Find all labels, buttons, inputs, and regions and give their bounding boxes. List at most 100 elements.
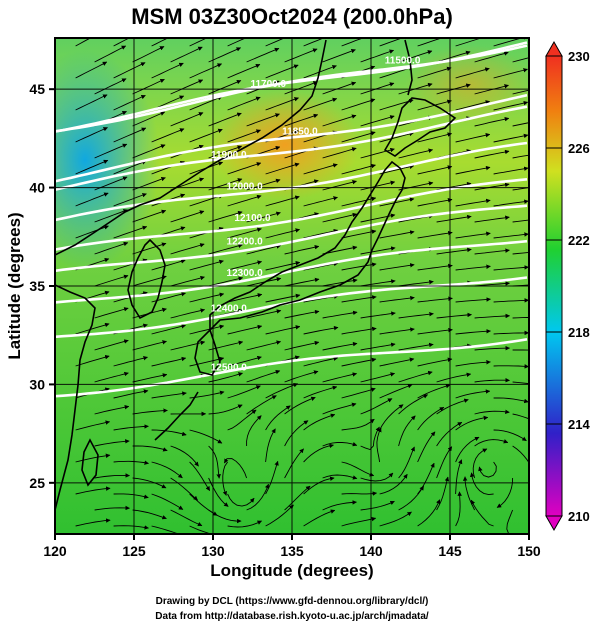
streamline-273 xyxy=(94,371,129,383)
streamline-309 xyxy=(474,409,510,415)
streamline-170 xyxy=(132,242,167,255)
x-tick-label-130: 130 xyxy=(201,543,225,559)
streamline-63 xyxy=(493,100,529,111)
streamline-397 xyxy=(341,516,377,527)
streamline-160 xyxy=(227,227,262,239)
streamline-332 xyxy=(360,426,380,451)
streamline-353 xyxy=(170,477,198,501)
streamline-138 xyxy=(379,197,415,207)
streamline-258 xyxy=(512,349,529,351)
streamline-16 xyxy=(208,47,242,63)
streamline-120 xyxy=(208,178,243,191)
streamline-157 xyxy=(113,225,148,239)
streamline-144 xyxy=(132,209,167,223)
coastline-sakhalin xyxy=(404,39,413,96)
streamline-279 xyxy=(322,372,358,383)
credit-data: Data from http://database.rish.kyoto-u.a… xyxy=(155,611,429,622)
streamline-342 xyxy=(222,461,228,496)
streamline-109 xyxy=(265,162,300,175)
coastline-japan-honshu xyxy=(209,160,406,332)
streamline-98 xyxy=(360,147,395,159)
streamline-6 xyxy=(303,38,325,47)
streamline-140 xyxy=(455,198,491,207)
streamline-302 xyxy=(208,404,243,415)
streamline-394 xyxy=(227,520,263,528)
y-axis-label: Latitude (degrees) xyxy=(5,212,24,359)
streamline-365 xyxy=(113,493,149,499)
colorbar-ticks: 210 214 218 222 226 230 xyxy=(546,49,590,524)
streamline-5 xyxy=(265,38,286,47)
streamline-336 xyxy=(512,445,529,464)
streamline-325 xyxy=(94,439,130,447)
streamline-211 xyxy=(189,292,225,303)
streamline-252 xyxy=(284,340,320,351)
streamline-276 xyxy=(208,372,243,383)
chart-title: MSM 03Z30Oct2024 (200.0hPa) xyxy=(131,4,453,29)
streamline-113 xyxy=(417,165,453,175)
streamline-385 xyxy=(398,485,424,511)
streamline-229 xyxy=(398,311,434,319)
streamline-75 xyxy=(474,116,510,127)
streamline-198 xyxy=(208,276,244,287)
streamline-293 xyxy=(341,387,376,399)
streamline-254 xyxy=(360,342,396,351)
colorbar-tick-label-210: 210 xyxy=(568,509,590,524)
streamline-315 xyxy=(189,429,223,444)
streamline-134 xyxy=(227,194,262,207)
streamline-352 xyxy=(132,477,167,489)
streamline-39 xyxy=(94,78,127,95)
colorbar-tick-label-230: 230 xyxy=(568,49,590,64)
streamline-92 xyxy=(132,144,166,159)
plot-area: 11500.0 11700.0 11850.0 11900.0 12000.0 12100… xyxy=(54,37,545,535)
grid xyxy=(55,38,529,534)
streamline-195 xyxy=(94,274,129,287)
warm-region xyxy=(210,90,360,200)
streamline-112 xyxy=(379,164,415,175)
streamline-66 xyxy=(132,111,166,127)
streamline-264 xyxy=(227,355,262,367)
streamline-126 xyxy=(436,181,472,191)
streamline-283 xyxy=(474,377,510,383)
contour-label-2: 11850.0 xyxy=(282,126,318,137)
streamline-127 xyxy=(474,182,510,191)
streamline-68 xyxy=(208,112,242,127)
streamline-333 xyxy=(398,415,416,447)
streamline-225 xyxy=(246,309,282,319)
streamline-104 xyxy=(75,159,109,175)
streamline-334 xyxy=(436,421,463,447)
streamline-260 xyxy=(75,354,110,367)
streamline-359 xyxy=(398,446,415,479)
streamline-329 xyxy=(246,415,262,446)
y-axis-ticks: 25 30 35 40 45 xyxy=(29,81,55,491)
streamline-40 xyxy=(132,78,165,95)
streamline-114 xyxy=(455,165,491,175)
streamline-349 xyxy=(478,461,497,478)
streamline-377 xyxy=(94,505,130,511)
streamline-150 xyxy=(360,213,396,223)
streamline-346 xyxy=(376,427,382,463)
streamline-79 xyxy=(113,127,147,143)
streamline-282 xyxy=(436,372,472,383)
streamline-180 xyxy=(512,252,529,255)
streamline-72 xyxy=(360,115,395,127)
streamline-307 xyxy=(398,394,429,415)
streamline-115 xyxy=(493,166,529,175)
streamline-398 xyxy=(379,511,412,527)
streamline-130 xyxy=(75,192,109,207)
streamline-360 xyxy=(436,446,453,479)
streamline-179 xyxy=(474,248,510,255)
streamline-290 xyxy=(227,385,261,399)
colorbar-tick-label-226: 226 xyxy=(568,141,590,156)
y-tick-label-30: 30 xyxy=(29,376,45,392)
streamline-165 xyxy=(417,230,453,239)
streamline-376 xyxy=(532,494,545,526)
contour-label-0: 11500.0 xyxy=(385,56,421,67)
streamline-11 xyxy=(493,38,528,47)
streamline-86 xyxy=(379,131,414,143)
streamline-319 xyxy=(341,418,375,431)
x-axis-ticks: 120 125 130 135 140 145 150 xyxy=(43,534,541,559)
streamline-216 xyxy=(379,295,415,303)
streamline-10 xyxy=(455,38,490,47)
streamline-327 xyxy=(170,445,199,467)
streamline-268 xyxy=(379,357,415,367)
